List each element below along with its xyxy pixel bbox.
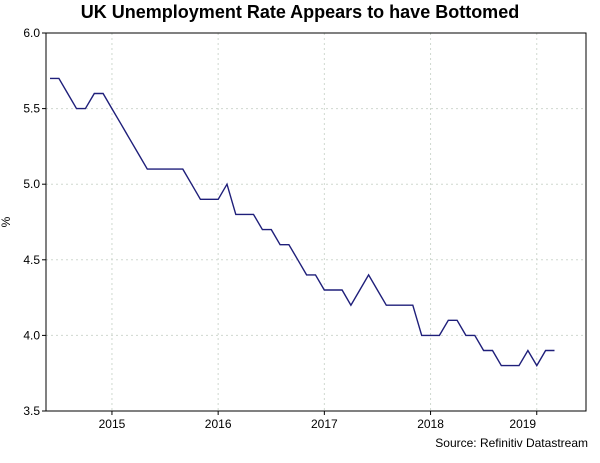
y-tick-label: 4.5 [23, 253, 40, 267]
x-axis: 2015 2016 2017 2018 2019 [99, 411, 538, 431]
y-tick-label: 3.5 [23, 404, 40, 418]
x-tick-label: 2015 [99, 417, 126, 431]
y-axis: 3.5 4.0 4.5 5.0 5.5 6.0 [23, 26, 46, 418]
x-tick-label: 2018 [417, 417, 444, 431]
y-axis-label: % [0, 216, 13, 227]
chart-title: UK Unemployment Rate Appears to have Bot… [80, 2, 520, 22]
y-tick-label: 5.0 [23, 177, 40, 191]
x-tick-label: 2016 [205, 417, 232, 431]
y-tick-label: 6.0 [23, 26, 40, 40]
grid-lines [46, 33, 586, 411]
x-tick-label: 2019 [509, 417, 536, 431]
source-note: Source: Refinitiv Datastream [435, 436, 588, 450]
y-tick-label: 4.0 [23, 328, 40, 342]
series-line [50, 77, 555, 367]
x-tick-label: 2017 [311, 417, 338, 431]
plot-area-frame [45, 32, 587, 412]
y-tick-label: 5.5 [23, 102, 40, 116]
